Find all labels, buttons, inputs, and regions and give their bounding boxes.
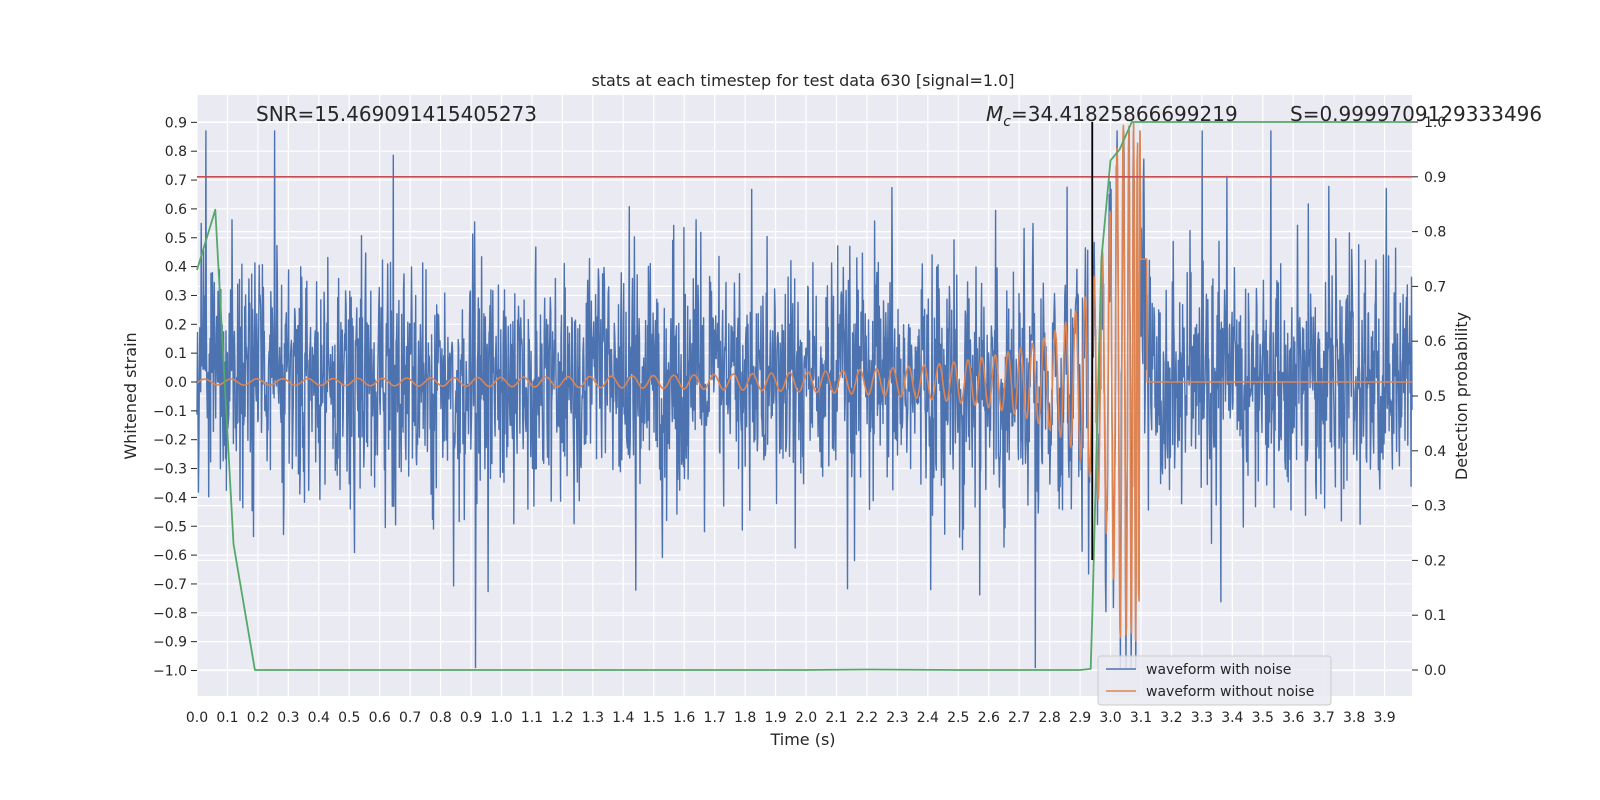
y-axis-label: Whitened strain bbox=[121, 332, 140, 459]
chirp-mass-subscript: c bbox=[1003, 114, 1011, 130]
x-axis-label: Time (s) bbox=[769, 730, 835, 749]
x-tick-label: 3.6 bbox=[1282, 710, 1304, 726]
x-tick-label: 1.8 bbox=[734, 710, 756, 726]
y2-tick-label: 0.4 bbox=[1424, 444, 1446, 460]
y-tick-label: −0.3 bbox=[153, 462, 187, 478]
chirp-mass-symbol: M bbox=[986, 102, 1003, 126]
chirp-mass-value: =34.41825866699219 bbox=[1011, 102, 1238, 126]
series-waveform-with-noise bbox=[196, 130, 1413, 669]
y2-tick-label: 0.1 bbox=[1424, 608, 1446, 624]
y2-tick-label: 0.6 bbox=[1424, 334, 1446, 350]
x-tick-label: 2.0 bbox=[795, 710, 817, 726]
y2-tick-label: 0.0 bbox=[1424, 663, 1446, 679]
x-tick-label: 3.1 bbox=[1130, 710, 1152, 726]
legend-label-noise: waveform with noise bbox=[1146, 662, 1291, 678]
x-tick-label: 2.6 bbox=[978, 710, 1000, 726]
y-tick-label: 0.9 bbox=[165, 115, 187, 131]
x-tick-label: 1.9 bbox=[764, 710, 786, 726]
x-tick-label: 1.0 bbox=[490, 710, 512, 726]
y-tick-label: 0.0 bbox=[165, 375, 187, 391]
x-tick-label: 1.4 bbox=[612, 710, 634, 726]
legend: waveform with noise waveform without noi… bbox=[1097, 655, 1332, 706]
x-tick-label: 2.8 bbox=[1038, 710, 1060, 726]
probability-line bbox=[196, 121, 1412, 671]
y-tick-label: 0.4 bbox=[165, 260, 187, 276]
y-tick-label: 0.7 bbox=[165, 173, 187, 189]
chirp-mass-annotation: Mc=34.41825866699219 bbox=[986, 102, 1238, 130]
legend-box bbox=[1097, 655, 1332, 706]
x-tick-label: 1.1 bbox=[521, 710, 543, 726]
y-tick-label: 0.8 bbox=[165, 144, 187, 160]
clean-line bbox=[196, 122, 1413, 642]
x-tick-label: 3.3 bbox=[1191, 710, 1213, 726]
markers bbox=[197, 122, 1412, 560]
legend-label-clean: waveform without noise bbox=[1146, 684, 1314, 700]
x-tick-label: 0.9 bbox=[460, 710, 482, 726]
x-axis-ticks: 0.0 0.1 0.2 0.3 0.4 0.5 0.6 0.7 0.8 0.9 1.0 1.1 1.2 1… bbox=[186, 710, 1396, 726]
y-tick-label: −0.5 bbox=[153, 519, 187, 535]
y2-axis-label: Detection probability bbox=[1452, 312, 1471, 480]
x-tick-label: 3.8 bbox=[1343, 710, 1365, 726]
y-tick-label: −0.8 bbox=[153, 606, 187, 622]
x-tick-label: 1.7 bbox=[704, 710, 726, 726]
x-tick-label: 3.9 bbox=[1373, 710, 1395, 726]
x-tick-label: 0.6 bbox=[369, 710, 391, 726]
y2-tick-label: 0.2 bbox=[1424, 553, 1446, 569]
x-tick-label: 3.5 bbox=[1252, 710, 1274, 726]
x-tick-label: 2.4 bbox=[917, 710, 939, 726]
x-tick-label: 2.1 bbox=[825, 710, 847, 726]
noise-line bbox=[196, 130, 1413, 669]
y-tick-label: −0.2 bbox=[153, 433, 187, 449]
x-tick-label: 1.5 bbox=[643, 710, 665, 726]
x-tick-label: 3.2 bbox=[1160, 710, 1182, 726]
y-tick-label: 0.1 bbox=[165, 346, 187, 362]
y-tick-label: 0.6 bbox=[165, 202, 187, 218]
y-tick-label: −0.7 bbox=[153, 577, 187, 593]
series-detection-probability bbox=[196, 121, 1412, 671]
y2-tick-label: 1.0 bbox=[1424, 115, 1446, 131]
x-tick-label: 0.3 bbox=[277, 710, 299, 726]
x-tick-label: 1.2 bbox=[551, 710, 573, 726]
x-tick-label: 0.1 bbox=[216, 710, 238, 726]
x-tick-label: 3.0 bbox=[1099, 710, 1121, 726]
x-tick-label: 2.2 bbox=[856, 710, 878, 726]
x-tick-label: 1.6 bbox=[673, 710, 695, 726]
x-tick-label: 3.4 bbox=[1221, 710, 1243, 726]
x-tick-label: 0.7 bbox=[399, 710, 421, 726]
x-tick-label: 2.5 bbox=[947, 710, 969, 726]
x-tick-label: 3.7 bbox=[1313, 710, 1335, 726]
y2-tick-label: 0.9 bbox=[1424, 170, 1446, 186]
series-waveform-without-noise bbox=[196, 122, 1413, 642]
y2-axis-ticks: 1.0 0.9 0.8 0.7 0.6 0.5 0.4 0.3 0.2 0.1 0.0 bbox=[1412, 115, 1446, 679]
y-tick-label: 0.5 bbox=[165, 231, 187, 247]
x-tick-label: 0.2 bbox=[247, 710, 269, 726]
chart-title: stats at each timestep for test data 630… bbox=[591, 71, 1014, 90]
snr-annotation: SNR=15.469091415405273 bbox=[256, 102, 537, 126]
x-tick-label: 2.3 bbox=[886, 710, 908, 726]
y2-tick-label: 0.8 bbox=[1424, 225, 1446, 241]
y2-tick-label: 0.7 bbox=[1424, 279, 1446, 295]
y-tick-label: −1.0 bbox=[153, 664, 187, 680]
x-tick-label: 0.0 bbox=[186, 710, 208, 726]
x-tick-label: 1.3 bbox=[582, 710, 604, 726]
y-tick-label: −0.4 bbox=[153, 490, 187, 506]
y-axis-ticks: 0.9 0.8 0.7 0.6 0.5 0.4 0.3 0.2 0.1 0.0 −0.1 −0.2 −0… bbox=[153, 115, 197, 680]
x-tick-label: 2.9 bbox=[1069, 710, 1091, 726]
y-tick-label: 0.2 bbox=[165, 317, 187, 333]
x-tick-label: 0.8 bbox=[429, 710, 451, 726]
y-tick-label: 0.3 bbox=[165, 288, 187, 304]
y2-tick-label: 0.5 bbox=[1424, 389, 1446, 405]
s-annotation: S=0.9999709129333496 bbox=[1290, 102, 1542, 126]
x-tick-label: 0.5 bbox=[338, 710, 360, 726]
y-tick-label: −0.9 bbox=[153, 635, 187, 651]
x-tick-label: 0.4 bbox=[308, 710, 330, 726]
y-tick-label: −0.1 bbox=[153, 404, 187, 420]
y-tick-label: −0.6 bbox=[153, 548, 187, 564]
x-tick-label: 2.7 bbox=[1008, 710, 1030, 726]
y2-tick-label: 0.3 bbox=[1424, 499, 1446, 515]
